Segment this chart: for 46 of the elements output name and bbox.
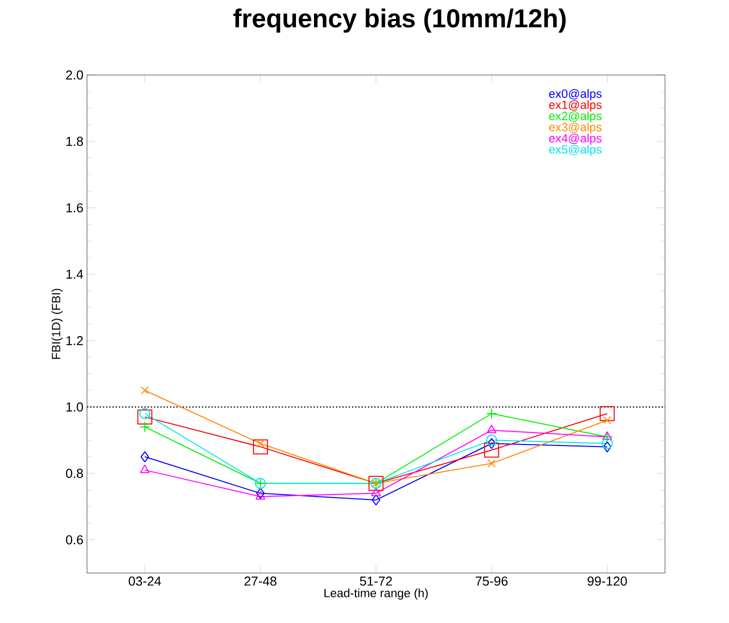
y-tick-label: 1.0 [66, 402, 83, 412]
y-axis-title: FBI(1D) (FBI) [52, 288, 63, 359]
point [256, 488, 265, 499]
x-tick-label: 27-48 [244, 576, 276, 586]
point [488, 459, 496, 468]
point [139, 421, 150, 432]
point [139, 408, 150, 420]
text: ex2@alps [549, 111, 602, 123]
point [140, 464, 150, 474]
point [486, 408, 498, 420]
x-tick-label: 51-72 [360, 576, 392, 586]
y-tick-label: 1.6 [66, 203, 83, 212]
point [486, 424, 496, 434]
text: ex1@alps [549, 100, 602, 112]
point [252, 439, 268, 454]
text: ex4@alps [549, 134, 602, 145]
point [256, 491, 266, 500]
point [137, 409, 152, 424]
point [602, 431, 612, 440]
point [371, 488, 381, 496]
point [600, 406, 615, 422]
y-tick-label: 0.6 [66, 535, 83, 544]
point [603, 416, 612, 424]
y-tick-label: 2.0 [66, 70, 83, 80]
point [602, 441, 612, 452]
chart-title: frequency bias (10mm/12h) [233, 8, 566, 33]
point [602, 431, 613, 442]
point [256, 439, 264, 448]
text: ex3@alps [549, 122, 602, 134]
point [140, 451, 150, 462]
point [486, 434, 498, 446]
point [484, 442, 500, 458]
text: ex5@alps [549, 144, 602, 156]
x-tick-label: 75-96 [476, 576, 508, 586]
y-tick-label: 1.8 [66, 136, 83, 146]
y-tick-label: 1.2 [66, 336, 83, 346]
point [140, 386, 149, 394]
x-tick-label: 99-120 [588, 576, 627, 586]
point [487, 438, 496, 450]
y-tick-label: 0.8 [66, 468, 83, 478]
y-tick-label: 1.4 [66, 270, 84, 279]
point [372, 494, 380, 506]
text: ex0@alps [549, 89, 602, 100]
x-axis-title: Lead-time range (h) [324, 588, 428, 600]
x-tick-label: 03-24 [128, 576, 161, 586]
point [602, 438, 613, 450]
